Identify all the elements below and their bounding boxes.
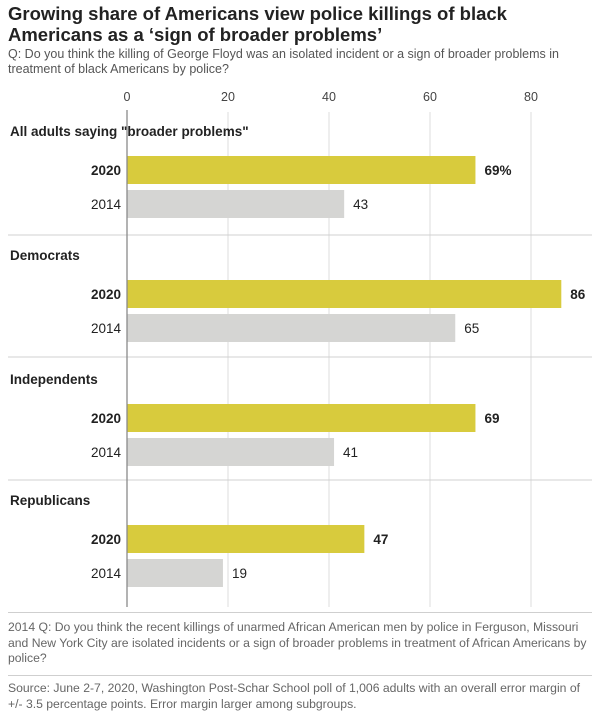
value-label: 41: [343, 445, 358, 460]
value-label: 47: [373, 532, 388, 547]
divider: [8, 675, 592, 676]
year-label: 2020: [91, 287, 121, 302]
x-tick-label: 0: [124, 90, 131, 104]
bar-2014: [127, 559, 223, 587]
bar-2014: [127, 438, 335, 466]
bar-2014: [127, 190, 345, 218]
value-label: 69: [484, 411, 499, 426]
x-tick-label: 40: [322, 90, 336, 104]
bar-2014: [127, 314, 456, 342]
value-label: 43: [353, 197, 368, 212]
divider: [8, 612, 592, 613]
chart-title: Growing share of Americans view police k…: [8, 3, 507, 45]
year-label: 2014: [91, 321, 122, 336]
chart-subtitle: Q: Do you think the killing of George Fl…: [8, 47, 559, 76]
year-label: 2020: [91, 411, 121, 426]
year-label: 2014: [91, 197, 122, 212]
group-label: Independents: [10, 372, 98, 387]
group-label: Republicans: [10, 493, 90, 508]
group-label: Democrats: [10, 248, 80, 263]
bar-2020: [127, 404, 476, 432]
bar-2020: [127, 280, 562, 308]
value-label: 86: [570, 287, 586, 302]
footnote-2014-question: 2014 Q: Do you think the recent killings…: [8, 620, 587, 665]
x-tick-label: 20: [221, 90, 235, 104]
year-label: 2020: [91, 163, 121, 178]
x-tick-label: 60: [423, 90, 437, 104]
value-label: 65: [464, 321, 479, 336]
year-label: 2020: [91, 532, 121, 547]
group-label: All adults saying "broader problems": [10, 124, 249, 139]
bar-2020: [127, 156, 476, 184]
x-tick-label: 80: [524, 90, 538, 104]
year-label: 2014: [91, 445, 122, 460]
value-label: 19: [232, 566, 247, 581]
year-label: 2014: [91, 566, 122, 581]
value-label: 69%: [484, 163, 511, 178]
bar-2020: [127, 525, 365, 553]
source-note: Source: June 2-7, 2020, Washington Post-…: [8, 681, 580, 711]
